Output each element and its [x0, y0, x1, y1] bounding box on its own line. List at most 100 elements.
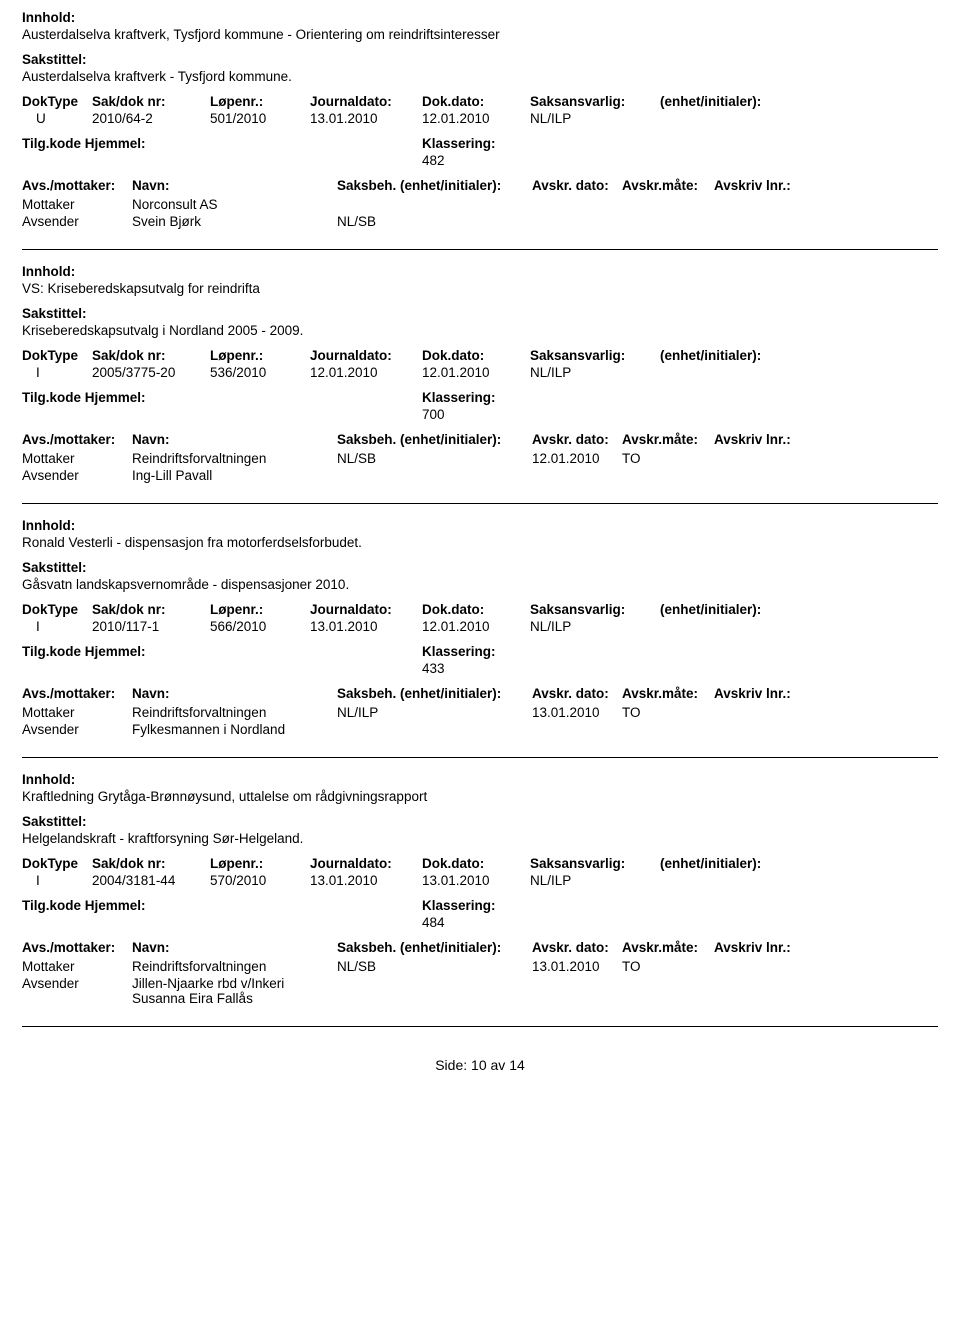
ph-avsmottaker: Avs./mottaker:	[22, 686, 132, 701]
klassering-value: 482	[422, 153, 938, 168]
col-journaldato: Journaldato:	[310, 856, 422, 871]
party-avskrmate	[622, 468, 714, 483]
col-journaldato: Journaldato:	[310, 94, 422, 109]
meta-value-row: I 2010/117-1 566/2010 13.01.2010 12.01.2…	[22, 619, 938, 634]
party-saksbeh	[337, 197, 532, 212]
party-row: Avsender Svein Bjørk NL/SB	[22, 214, 938, 229]
v-sakdok: 2010/117-1	[92, 619, 210, 634]
col-dokdato: Dok.dato:	[422, 348, 530, 363]
v-sakdok: 2004/3181-44	[92, 873, 210, 888]
col-saksansvarlig: Saksansvarlig:	[530, 94, 660, 109]
party-row: Mottaker Reindriftsforvaltningen NL/ILP …	[22, 705, 938, 720]
party-avskrmate	[622, 722, 714, 737]
ph-avsmottaker: Avs./mottaker:	[22, 940, 132, 955]
ph-avskrmate: Avskr.måte:	[622, 432, 714, 447]
meta-header-row: DokType Sak/dok nr: Løpenr.: Journaldato…	[22, 94, 938, 109]
col-journaldato: Journaldato:	[310, 602, 422, 617]
col-doktype: DokType	[22, 94, 92, 109]
klassering-value: 433	[422, 661, 938, 676]
party-row: Avsender Jillen-Njaarke rbd v/Inkeri Sus…	[22, 976, 938, 1006]
ph-saksbeh: Saksbeh. (enhet/initialer):	[337, 178, 532, 193]
v-saksansvarlig: NL/ILP	[530, 365, 660, 380]
col-sakdok: Sak/dok nr:	[92, 856, 210, 871]
journal-record: Innhold: VS: Kriseberedskapsutvalg for r…	[22, 264, 938, 504]
innhold-text: Austerdalselva kraftverk, Tysfjord kommu…	[22, 27, 938, 42]
tilgkode-label: Tilg.kode	[22, 390, 81, 405]
saksbeh-label: Saksbeh.	[337, 432, 396, 447]
v-journaldato: 12.01.2010	[310, 365, 422, 380]
col-enhet: (enhet/initialer):	[660, 602, 761, 617]
party-saksbeh	[337, 976, 532, 1006]
v-sakdok: 2005/3775-20	[92, 365, 210, 380]
v-journaldato: 13.01.2010	[310, 873, 422, 888]
hjemmel-label: Hjemmel:	[85, 644, 146, 659]
party-row: Mottaker Norconsult AS	[22, 197, 938, 212]
journal-record: Innhold: Ronald Vesterli - dispensasjon …	[22, 518, 938, 758]
saksbeh-enhet-label: (enhet/initialer):	[400, 940, 501, 955]
party-role: Avsender	[22, 214, 132, 229]
ph-navn: Navn:	[132, 178, 337, 193]
hjemmel-label: Hjemmel:	[85, 390, 146, 405]
v-dokdato: 12.01.2010	[422, 365, 530, 380]
klassering-value: 700	[422, 407, 938, 422]
v-dokdato: 13.01.2010	[422, 873, 530, 888]
col-enhet: (enhet/initialer):	[660, 94, 761, 109]
col-doktype: DokType	[22, 348, 92, 363]
v-saksansvarlig: NL/ILP	[530, 619, 660, 634]
meta-value-row: U 2010/64-2 501/2010 13.01.2010 12.01.20…	[22, 111, 938, 126]
party-role: Avsender	[22, 722, 132, 737]
journal-record: Innhold: Kraftledning Grytåga-Brønnøysun…	[22, 772, 938, 1027]
party-header-row: Avs./mottaker: Navn: Saksbeh. (enhet/ini…	[22, 940, 938, 955]
innhold-text: Ronald Vesterli - dispensasjon fra motor…	[22, 535, 938, 550]
party-name: Ing-Lill Pavall	[132, 468, 337, 483]
hjemmel-label: Hjemmel:	[85, 136, 146, 151]
ph-avskrivlnr: Avskriv lnr.:	[714, 178, 791, 193]
ph-avsmottaker: Avs./mottaker:	[22, 432, 132, 447]
meta-header-row: DokType Sak/dok nr: Løpenr.: Journaldato…	[22, 602, 938, 617]
party-avskrmate	[622, 214, 714, 229]
v-journaldato: 13.01.2010	[310, 619, 422, 634]
tilg-left: Tilg.kode Hjemmel:	[22, 390, 422, 405]
sakstittel-text: Gåsvatn landskapsvernområde - dispensasj…	[22, 577, 938, 592]
party-name: Svein Bjørk	[132, 214, 337, 229]
col-lopenr: Løpenr.:	[210, 94, 310, 109]
saksbeh-enhet-label: (enhet/initialer):	[400, 432, 501, 447]
ph-avskrdato: Avskr. dato:	[532, 432, 622, 447]
party-saksbeh: NL/SB	[337, 959, 532, 974]
innhold-label: Innhold:	[22, 772, 938, 787]
tilgkode-label: Tilg.kode	[22, 644, 81, 659]
sakstittel-text: Helgelandskraft - kraftforsyning Sør-Hel…	[22, 831, 938, 846]
saksbeh-enhet-label: (enhet/initialer):	[400, 686, 501, 701]
v-lopenr: 536/2010	[210, 365, 310, 380]
party-header-row: Avs./mottaker: Navn: Saksbeh. (enhet/ini…	[22, 432, 938, 447]
tilg-left: Tilg.kode Hjemmel:	[22, 136, 422, 151]
ph-avskrivlnr: Avskriv lnr.:	[714, 940, 791, 955]
v-doktype: I	[22, 619, 92, 634]
party-header-row: Avs./mottaker: Navn: Saksbeh. (enhet/ini…	[22, 686, 938, 701]
tilg-left: Tilg.kode Hjemmel:	[22, 898, 422, 913]
v-lopenr: 501/2010	[210, 111, 310, 126]
col-enhet: (enhet/initialer):	[660, 348, 761, 363]
col-saksansvarlig: Saksansvarlig:	[530, 348, 660, 363]
party-role: Mottaker	[22, 197, 132, 212]
party-name: Reindriftsforvaltningen	[132, 451, 337, 466]
saksbeh-label: Saksbeh.	[337, 686, 396, 701]
party-avskrmate: TO	[622, 451, 714, 466]
hjemmel-label: Hjemmel:	[85, 898, 146, 913]
sakstittel-label: Sakstittel:	[22, 560, 938, 575]
klassering-label: Klassering:	[422, 644, 496, 659]
sakstittel-label: Sakstittel:	[22, 814, 938, 829]
party-role: Avsender	[22, 468, 132, 483]
party-avskrmate: TO	[622, 705, 714, 720]
ph-avsmottaker: Avs./mottaker:	[22, 178, 132, 193]
party-row: Avsender Fylkesmannen i Nordland	[22, 722, 938, 737]
v-sakdok: 2010/64-2	[92, 111, 210, 126]
party-row: Mottaker Reindriftsforvaltningen NL/SB 1…	[22, 451, 938, 466]
party-name: Norconsult AS	[132, 197, 337, 212]
v-doktype: U	[22, 111, 92, 126]
page-footer: Side: 10 av 14	[22, 1057, 938, 1073]
page-current: 10	[471, 1057, 487, 1073]
party-avskrdato	[532, 197, 622, 212]
col-dokdato: Dok.dato:	[422, 856, 530, 871]
party-avskrmate	[622, 197, 714, 212]
